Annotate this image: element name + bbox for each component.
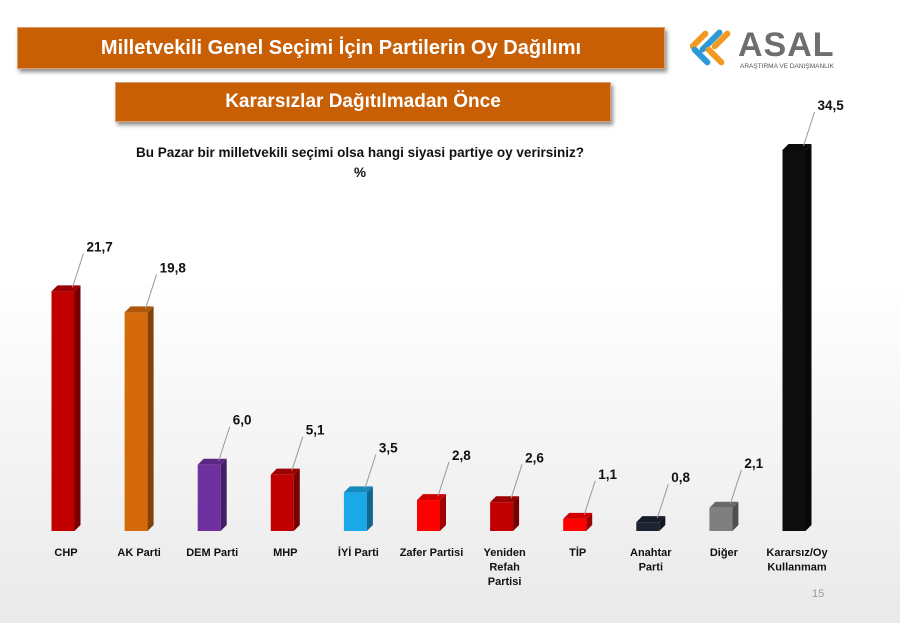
bar-4 <box>270 468 300 531</box>
category-label-10: Diğer <box>710 547 739 559</box>
category-label-2: AK Parti <box>117 547 160 559</box>
question-unit: % <box>353 165 366 180</box>
category-label-8: TİP <box>569 546 586 559</box>
value-label-5: 3,5 <box>379 440 398 455</box>
category-label-3: DEM Parti <box>186 547 238 559</box>
category-label-7: Yeniden Refah Partisi <box>484 547 526 588</box>
value-label-4: 5,1 <box>306 423 325 438</box>
bar-2 <box>124 306 154 531</box>
chart-title-banner: Milletvekili Genel Seçimi İçin Partileri… <box>17 27 665 69</box>
leader-line-6 <box>437 461 450 497</box>
chart-subtitle-banner: Kararsızlar Dağıtılmadan Önce <box>115 82 611 122</box>
value-label-11: 34,5 <box>818 98 845 113</box>
value-label-10: 2,1 <box>744 456 763 471</box>
survey-question: Bu Pazar bir milletvekili seçimi olsa ha… <box>60 143 660 183</box>
bar-6 <box>417 494 446 531</box>
category-label-5: İYİ Parti <box>338 546 379 559</box>
bar-1 <box>51 285 81 531</box>
value-label-8: 1,1 <box>598 467 617 482</box>
leader-line-3 <box>218 426 231 461</box>
value-label-3: 6,0 <box>233 413 252 428</box>
bar-10 <box>709 501 739 531</box>
leader-line-10 <box>729 469 742 504</box>
bar-3 <box>197 458 227 531</box>
asal-logo: ASAL ARAŞTIRMA VE DANIŞMANLIK <box>690 26 835 70</box>
logo-mark-icon <box>690 29 731 66</box>
leader-line-9 <box>656 484 669 519</box>
value-label-1: 21,7 <box>87 239 113 254</box>
bar-11 <box>782 144 812 531</box>
bar-8 <box>563 512 593 531</box>
category-label-6: Zafer Partisi <box>400 547 464 559</box>
leader-line-4 <box>291 436 304 471</box>
bar-5 <box>343 486 373 531</box>
bar-9 <box>636 516 666 531</box>
category-label-9: Anahtar Parti <box>630 547 672 574</box>
leader-line-11 <box>803 111 815 147</box>
bar-7 <box>490 496 520 531</box>
value-label-7: 2,6 <box>525 450 544 465</box>
leader-line-2 <box>145 274 158 309</box>
value-label-6: 2,8 <box>452 448 471 463</box>
value-label-9: 0,8 <box>671 470 690 485</box>
page-number: 15 <box>812 588 825 600</box>
logo-text: ASAL <box>738 26 835 64</box>
value-label-2: 19,8 <box>160 260 187 275</box>
question-text: Bu Pazar bir milletvekili seçimi olsa ha… <box>136 145 584 160</box>
logo-tagline: ARAŞTIRMA VE DANIŞMANLIK <box>740 63 835 70</box>
leader-line-7 <box>510 464 523 499</box>
leader-line-1 <box>72 253 84 288</box>
category-label-11: Kararsız/Oy Kullanmam <box>766 547 828 574</box>
leader-line-5 <box>364 454 377 489</box>
category-label-1: CHP <box>54 547 77 559</box>
leader-line-8 <box>583 480 596 516</box>
category-label-4: MHP <box>273 547 297 559</box>
